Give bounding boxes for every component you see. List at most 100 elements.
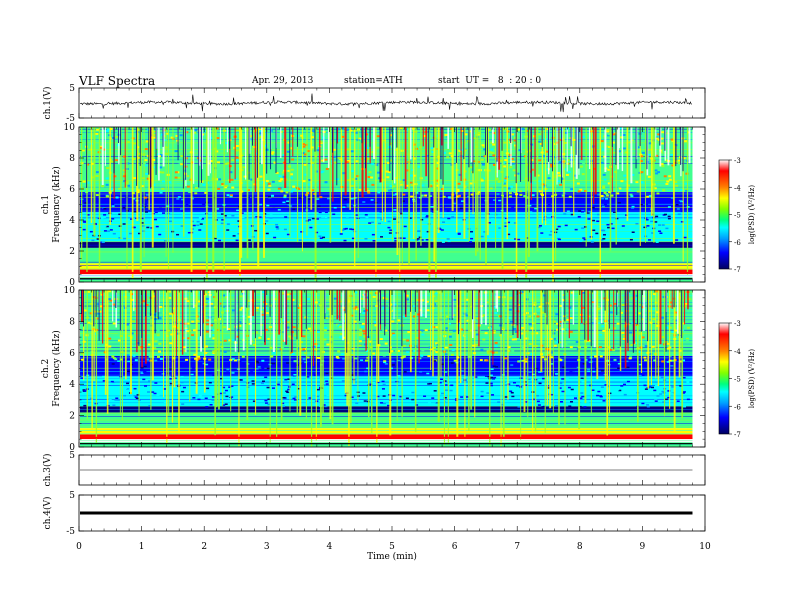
spectrogram-speckle	[528, 170, 532, 173]
spectrogram-speckle	[238, 379, 242, 381]
spectrogram-speckle	[159, 191, 163, 194]
spectrogram-sferic	[646, 127, 649, 176]
spectrogram-stripe	[80, 319, 693, 321]
spectrogram-speckle	[647, 175, 651, 178]
spectrogram-sferic-dark	[118, 127, 120, 143]
spectrogram-speckle	[654, 403, 658, 406]
spectrogram-sferic	[393, 290, 395, 320]
spectrogram-sferic-dark	[472, 127, 474, 174]
spectrogram-speckle	[181, 403, 185, 405]
spectrogram-speckle	[599, 395, 603, 398]
spectrogram-speckle	[604, 384, 608, 386]
spectrogram-speckle	[223, 214, 227, 217]
spectrogram-speckle	[443, 308, 447, 311]
spectrogram-speckle	[366, 356, 370, 359]
spectrogram-speckle	[397, 349, 401, 352]
spectrogram-speckle	[525, 237, 529, 239]
spectrogram-speckle	[206, 387, 210, 390]
spectrogram-speckle	[489, 187, 493, 190]
spectrogram-speckle	[374, 324, 378, 327]
spectrogram-speckle	[646, 225, 650, 227]
spectrogram-sferic-dark	[611, 127, 613, 147]
spectrogram-speckle	[444, 346, 448, 349]
spectrogram-speckle	[356, 395, 360, 397]
spectrogram-speckle	[512, 381, 516, 384]
spectrogram-speckle	[603, 178, 607, 181]
spectrogram-sferic	[609, 127, 612, 251]
spectrogram-speckle	[679, 360, 683, 363]
spectrogram-band	[80, 277, 693, 282]
spectrogram-speckle	[645, 218, 649, 221]
spectrogram-speckle	[389, 184, 393, 187]
spectrogram-speckle	[368, 171, 372, 174]
spectrogram-speckle	[597, 390, 601, 393]
spectrogram-speckle	[618, 187, 622, 190]
spectrogram-speckle	[363, 400, 367, 402]
spectrogram-speckle	[365, 150, 369, 153]
spectrogram-speckle	[159, 154, 163, 157]
spectrogram-speckle	[561, 390, 565, 393]
spectrogram-speckle	[292, 326, 296, 329]
spectrogram-speckle	[646, 405, 650, 408]
colorbar-tick-label: -4	[734, 348, 741, 356]
spectrogram-speckle	[685, 182, 689, 185]
spectrogram-speckle	[165, 132, 169, 135]
spectrogram-sferic	[209, 127, 211, 174]
spectrogram-speckle	[339, 332, 343, 335]
spectrogram-speckle	[379, 338, 383, 341]
spectrogram-speckle	[283, 365, 287, 367]
spectrogram-sferic-dark	[548, 127, 549, 162]
spectrogram-speckle	[287, 141, 291, 144]
spectrogram-speckle	[419, 370, 423, 373]
spectrogram-speckle	[324, 211, 328, 214]
spectrogram-speckle	[205, 297, 209, 300]
spectrogram-sferic	[432, 290, 434, 377]
spectrogram-speckle	[223, 336, 227, 339]
spectrogram-speckle	[509, 166, 513, 169]
spectrogram-speckle	[628, 227, 632, 230]
spectrogram-speckle	[504, 225, 508, 228]
spectrogram-sferic	[655, 127, 657, 157]
spectrogram-speckle	[365, 330, 369, 333]
colorbar-tick-label: -7	[734, 431, 741, 439]
spectrogram-speckle	[376, 135, 380, 138]
spectrogram-speckle	[597, 351, 601, 354]
spectrogram-speckle	[185, 131, 189, 134]
spectrogram-sferic	[414, 290, 417, 432]
spectrogram-sferic-dark	[640, 290, 642, 332]
spectrogram-speckle	[391, 181, 395, 184]
spectrogram-sferic	[588, 127, 591, 170]
spectrogram-speckle	[638, 146, 642, 149]
spectrogram-speckle	[429, 348, 433, 351]
spectrogram-speckle	[487, 169, 491, 172]
spectrogram-speckle	[495, 177, 499, 180]
spectrogram-speckle	[142, 177, 146, 180]
spectrogram-speckle	[443, 331, 447, 334]
spectrogram-speckle	[205, 330, 209, 333]
spectrogram-speckle	[449, 344, 453, 347]
spectrogram-sferic-dark	[664, 127, 666, 151]
spectrogram-sferic	[226, 290, 229, 331]
spectrogram-speckle	[607, 133, 611, 136]
spectrogram-speckle	[488, 128, 492, 131]
spectrogram-sferic	[485, 290, 487, 326]
spectrogram-speckle	[204, 191, 208, 194]
spectrogram-speckle	[166, 334, 170, 337]
spectrogram-speckle	[507, 383, 511, 385]
spectrogram-speckle	[158, 207, 162, 210]
spectrogram-speckle	[143, 203, 147, 205]
spectrogram-speckle	[452, 202, 456, 205]
spectrogram-speckle	[376, 381, 380, 384]
spectrogram-speckle	[391, 332, 395, 335]
spectrogram-speckle	[628, 141, 632, 144]
spectrogram-speckle	[180, 375, 184, 378]
spectrogram-speckle	[148, 405, 152, 407]
spectrogram-speckle	[479, 178, 483, 181]
spectrogram-speckle	[682, 391, 686, 393]
spectrogram-speckle	[393, 216, 397, 219]
spectrogram-speckle	[562, 366, 566, 368]
spectrogram-speckle	[504, 159, 508, 162]
spectrogram-sferic	[618, 127, 620, 149]
spectrogram-speckle	[656, 395, 660, 397]
spectrogram-speckle	[341, 380, 345, 382]
